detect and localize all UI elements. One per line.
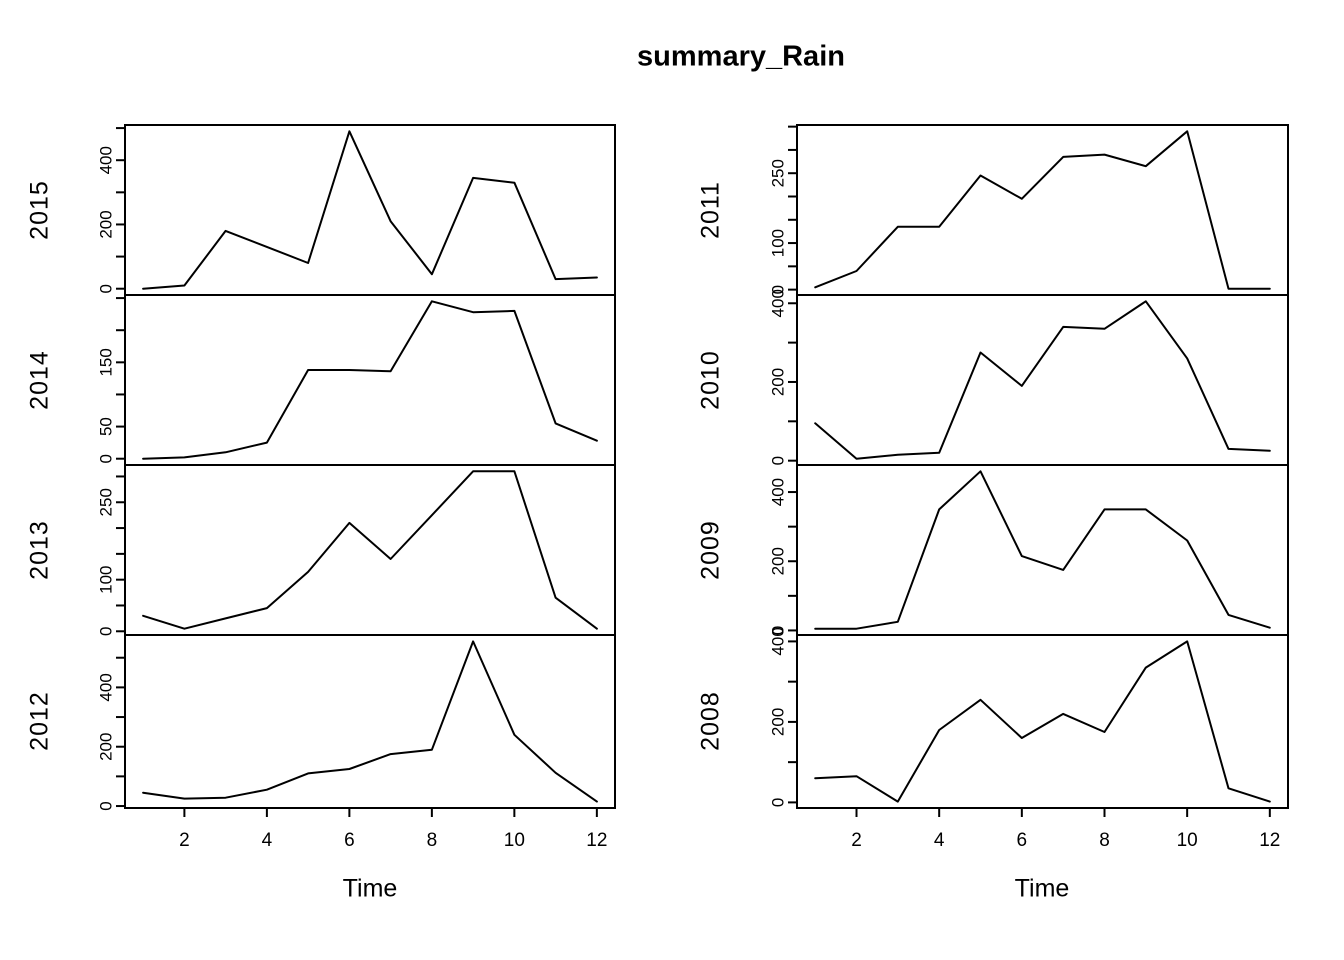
panel-2014: 0 50 150 (97, 294, 616, 466)
x-tick-label: 2 (851, 830, 862, 851)
panel-border (796, 294, 1289, 466)
y-tick-label: 400 (97, 146, 116, 174)
y-tick-label: 0 (769, 456, 788, 465)
y-tick-label: 200 (769, 708, 788, 736)
panel-border (124, 294, 616, 466)
y-tick-label: 100 (769, 229, 788, 257)
series-line-2011 (814, 130, 1271, 290)
x-tick-label: 4 (262, 830, 273, 851)
y-tick-label: 200 (769, 547, 788, 575)
series-line-2010 (814, 300, 1271, 460)
x-axis-title-right: Time (1014, 874, 1070, 903)
x-tick-label: 12 (1259, 830, 1280, 851)
panel-2012: 0 200 400 2 4 6 8 10 12 (97, 634, 616, 851)
x-tick-label: 4 (934, 830, 945, 851)
x-tick-label: 8 (427, 830, 438, 851)
panel-ylabel-2015: 2015 (25, 180, 54, 240)
y-tick-label: 0 (97, 627, 116, 636)
x-tick-label: 2 (179, 830, 190, 851)
y-tick-label: 0 (769, 626, 788, 635)
panel-ylabel-2014: 2014 (25, 350, 54, 410)
panel-ylabel-2013: 2013 (25, 520, 54, 580)
series-line-2013 (142, 470, 598, 630)
series-line-2014 (142, 300, 598, 460)
panel-ylabel-2010: 2010 (696, 350, 725, 410)
panel-border (124, 464, 616, 636)
chart-title: summary_Rain (637, 40, 845, 73)
y-tick-label: 0 (97, 454, 116, 463)
series-line-2015 (142, 130, 598, 290)
y-tick-label: 0 (97, 801, 116, 810)
panel-2011: 0 100 250 (769, 124, 1289, 296)
series-line-2012 (142, 640, 598, 803)
x-tick-label: 10 (504, 830, 525, 851)
x-tick-label: 8 (1099, 830, 1110, 851)
y-tick-label: 200 (97, 210, 116, 238)
y-tick-label: 250 (769, 159, 788, 187)
panel-ylabel-2009: 2009 (696, 520, 725, 580)
panel-border (796, 634, 1289, 809)
y-tick-label: 400 (769, 289, 788, 317)
panel-border (124, 634, 616, 809)
panel-2013: 0 100 250 (97, 464, 616, 636)
panel-ylabel-2011: 2011 (696, 181, 725, 239)
x-tick-label: 6 (1017, 830, 1028, 851)
y-tick-label: 200 (769, 368, 788, 396)
panel-2008: 0 200 400 2 4 6 8 10 12 (769, 627, 1289, 851)
series-line-2008 (814, 640, 1271, 803)
y-tick-label: 150 (97, 348, 116, 376)
panel-border (124, 124, 616, 296)
y-tick-label: 50 (97, 417, 116, 436)
x-tick-label: 12 (586, 830, 607, 851)
panel-ylabel-2012: 2012 (25, 691, 54, 751)
y-tick-label: 0 (769, 798, 788, 807)
x-tick-label: 10 (1177, 830, 1198, 851)
panel-2010: 0 200 400 (769, 289, 1289, 466)
panel-ylabel-2008: 2008 (696, 691, 725, 751)
panel-2009: 0 200 400 (769, 464, 1289, 636)
panel-border (796, 464, 1289, 636)
y-tick-label: 0 (97, 284, 116, 293)
y-tick-label: 200 (97, 733, 116, 761)
y-tick-label: 0 (769, 285, 788, 294)
x-tick-label: 6 (344, 830, 355, 851)
x-axis-title-left: Time (342, 874, 398, 903)
panel-border (796, 124, 1289, 296)
y-tick-label: 250 (97, 488, 116, 516)
y-tick-label: 100 (97, 565, 116, 593)
series-line-2009 (814, 470, 1271, 630)
y-tick-label: 400 (97, 673, 116, 701)
y-tick-label: 400 (769, 478, 788, 506)
y-tick-label: 400 (769, 627, 788, 655)
panel-2015: 0 200 400 (97, 124, 616, 296)
